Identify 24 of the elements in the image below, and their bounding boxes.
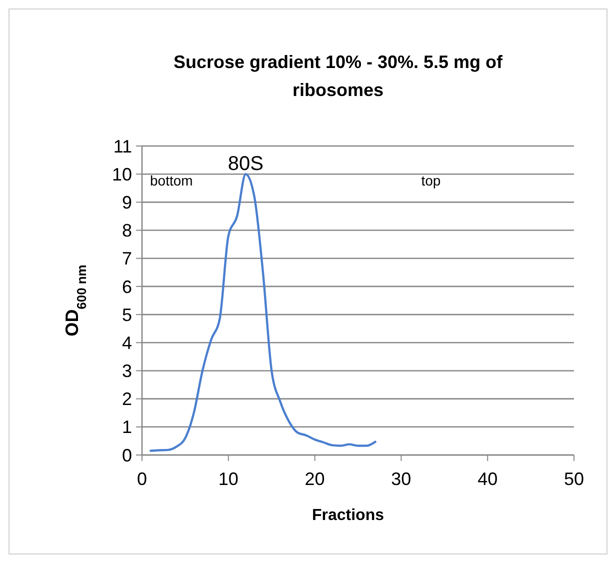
chart-title: Sucrose gradient 10% - 30%. 5.5 mg of ribosomes bbox=[173, 52, 504, 100]
y-tick-label: 3 bbox=[122, 361, 132, 382]
x-tick-label: 0 bbox=[136, 469, 148, 489]
annotation: bottom bbox=[150, 172, 193, 188]
x-tick-label: 30 bbox=[391, 469, 412, 489]
y-tick-label: 1 bbox=[122, 417, 132, 438]
x-tick-label: 20 bbox=[304, 469, 325, 489]
x-axis-title: Fractions bbox=[312, 507, 384, 524]
y-tick-label: 2 bbox=[122, 389, 132, 410]
x-tick-label: 10 bbox=[218, 469, 238, 489]
line-series bbox=[150, 172, 376, 452]
y-tick-label: 11 bbox=[113, 136, 132, 156]
y-tick-label: 9 bbox=[122, 192, 132, 212]
x-tick-label: 40 bbox=[478, 469, 498, 489]
y-tick-label: 4 bbox=[122, 332, 132, 353]
y-tick-label: 8 bbox=[122, 220, 132, 241]
y-tick-label: 0 bbox=[122, 445, 132, 466]
annotation: 80S bbox=[228, 153, 264, 176]
y-tick-label: 10 bbox=[112, 164, 132, 184]
x-tick-label: 50 bbox=[564, 469, 584, 489]
y-tick-label: 6 bbox=[122, 276, 132, 297]
annotation: top bbox=[421, 172, 441, 188]
y-tick-label: 7 bbox=[122, 248, 132, 269]
y-tick-label: 5 bbox=[122, 304, 132, 325]
